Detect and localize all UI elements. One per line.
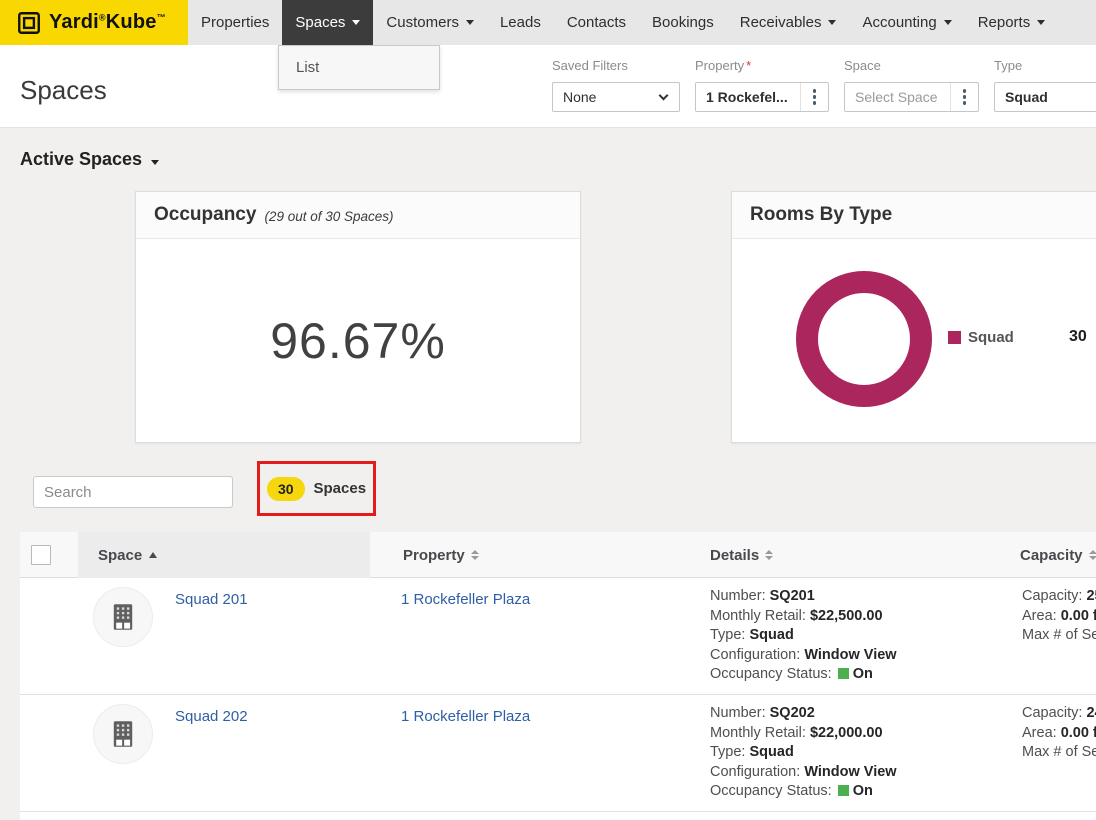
page-body: Active Spaces Occupancy (29 out of 30 Sp… <box>0 128 1096 820</box>
active-spaces-toggle[interactable]: Active Spaces <box>20 149 160 170</box>
nav-item-contacts[interactable]: Contacts <box>566 14 627 31</box>
occupancy-subtitle: (29 out of 30 Spaces) <box>264 209 394 224</box>
saved-filters-select[interactable]: None <box>552 82 680 112</box>
space-link[interactable]: Squad 201 <box>175 591 248 608</box>
column-header-property[interactable]: Property <box>403 532 479 578</box>
occupancy-value: 96.67% <box>270 313 446 369</box>
building-icon <box>113 721 133 747</box>
occupancy-card-header: Occupancy (29 out of 30 Spaces) <box>136 192 580 239</box>
occupancy-kpi: 96.67% <box>136 239 580 443</box>
nav-item-customers[interactable]: Customers <box>373 0 487 45</box>
page-title: Spaces <box>20 75 107 105</box>
chevron-down-icon <box>658 90 669 101</box>
spaces-table: Space Property Details Capacity <box>20 532 1096 820</box>
sort-icon <box>1088 550 1096 560</box>
chevron-down-icon <box>352 20 361 25</box>
details-cell: Number: SQ202 Monthly Retail: $22,000.00… <box>710 705 897 800</box>
capacity-cell: Capacity: 25 Area: 0.00 ft² Max # of Sea… <box>1022 588 1096 644</box>
property-link[interactable]: 1 Rockefeller Plaza <box>401 708 531 725</box>
details-cell: Number: SQ201 Monthly Retail: $22,500.00… <box>710 588 897 683</box>
legend-value-squad: 30 <box>1069 328 1087 345</box>
space-link[interactable]: Squad 202 <box>175 708 248 725</box>
property-more-icon[interactable] <box>800 83 828 111</box>
nav-item-receivables[interactable]: Receivables <box>727 0 850 45</box>
filter-space: Space Select Space <box>844 58 979 112</box>
saved-filters-label: Saved Filters <box>552 58 628 73</box>
property-label: Property * <box>695 58 752 73</box>
avatar <box>93 587 153 647</box>
space-more-icon[interactable] <box>950 83 978 111</box>
type-input[interactable]: Squad <box>994 82 1096 112</box>
property-picker[interactable]: 1 Rockefel... <box>695 82 829 112</box>
sort-asc-icon <box>149 552 158 558</box>
nav-item-spaces[interactable]: Spaces <box>282 0 374 45</box>
space-picker[interactable]: Select Space <box>844 82 979 112</box>
filter-bar: Saved Filters None Property * 1 Rockefel.… <box>552 58 1096 112</box>
spaces-dropdown-menu: List <box>278 45 440 90</box>
sort-icon <box>765 550 774 560</box>
status-on-icon <box>837 668 849 680</box>
table-row: Squad 202 1 Rockefeller Plaza Number: SQ… <box>20 695 1096 812</box>
property-value: 1 Rockefel... <box>706 89 788 105</box>
nav-item-leads[interactable]: Leads <box>499 14 541 31</box>
type-value: Squad <box>1005 89 1048 105</box>
filter-property: Property * 1 Rockefel... <box>695 58 829 112</box>
chevron-down-icon <box>151 160 160 165</box>
filter-type: Type Squad <box>994 58 1096 112</box>
filter-saved-filters: Saved Filters None <box>552 58 680 112</box>
rooms-title: Rooms By Type <box>750 204 893 225</box>
table-row: Squad 201 1 Rockefeller Plaza Number: SQ… <box>20 578 1096 695</box>
column-header-capacity[interactable]: Capacity <box>1020 532 1096 578</box>
occupancy-title: Occupancy <box>154 204 257 225</box>
legend-swatch-squad <box>948 331 961 344</box>
occupancy-card: Occupancy (29 out of 30 Spaces) 96.67% <box>135 191 581 443</box>
space-placeholder: Select Space <box>855 89 938 105</box>
sort-icon <box>470 550 479 560</box>
brand-text: Yardi®Kube™ <box>49 11 166 33</box>
yardi-kube-logo[interactable]: Yardi®Kube™ <box>0 0 188 45</box>
top-nav: Yardi®Kube™ Properties Spaces Customers … <box>0 0 1096 45</box>
chevron-down-icon <box>465 20 474 25</box>
chevron-down-icon <box>828 20 837 25</box>
nav-item-reports[interactable]: Reports <box>965 0 1059 45</box>
donut-chart <box>784 259 944 419</box>
saved-filters-value: None <box>563 89 597 105</box>
building-icon <box>113 604 133 630</box>
chevron-down-icon <box>1037 20 1046 25</box>
select-all-checkbox[interactable] <box>31 545 51 565</box>
rooms-by-type-card: Rooms By Type Squad 30 <box>731 191 1096 443</box>
nav-item-bookings[interactable]: Bookings <box>652 14 714 31</box>
rooms-card-header: Rooms By Type <box>732 192 1096 239</box>
property-link[interactable]: 1 Rockefeller Plaza <box>401 591 531 608</box>
nav-item-accounting[interactable]: Accounting <box>849 0 964 45</box>
table-header-row: Space Property Details Capacity <box>20 532 1096 578</box>
status-on-icon <box>837 785 849 797</box>
column-header-details[interactable]: Details <box>710 532 774 578</box>
search-input[interactable] <box>33 476 233 508</box>
menu-item-list[interactable]: List <box>296 59 320 76</box>
avatar <box>93 704 153 764</box>
spaces-count-label: Spaces <box>313 480 367 497</box>
nav-item-properties[interactable]: Properties <box>201 14 270 31</box>
space-label: Space <box>844 58 881 73</box>
page-header: Spaces Saved Filters None Property * 1 Ro… <box>0 45 1096 128</box>
kube-logo-icon <box>18 11 40 34</box>
spaces-count-badge: 30 <box>266 476 305 501</box>
chevron-down-icon <box>943 20 952 25</box>
type-label: Type <box>994 58 1023 73</box>
legend-label-squad: Squad <box>968 329 1014 346</box>
table-row <box>20 812 1096 820</box>
column-header-space[interactable]: Space <box>78 532 370 578</box>
annotation-highlight: 30 Spaces <box>257 461 376 516</box>
nav-list: Properties Spaces Customers Leads Contac… <box>188 0 1058 45</box>
capacity-cell: Capacity: 24 Area: 0.00 ft² Max # of Sea… <box>1022 705 1096 761</box>
